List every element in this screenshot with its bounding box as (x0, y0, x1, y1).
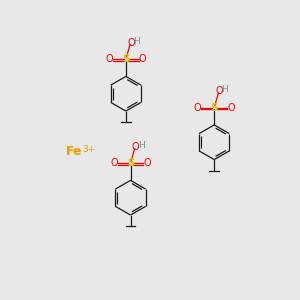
Text: O: O (227, 103, 235, 112)
Text: H: H (138, 141, 145, 150)
Text: O: O (143, 158, 151, 168)
Text: S: S (127, 158, 134, 168)
Text: S: S (122, 54, 130, 64)
Text: H: H (133, 37, 140, 46)
Text: O: O (194, 103, 201, 112)
Text: O: O (132, 142, 140, 152)
Text: 3+: 3+ (82, 145, 95, 154)
Text: S: S (211, 103, 218, 112)
Text: O: O (110, 158, 118, 168)
Text: H: H (221, 85, 228, 94)
Text: O: O (215, 86, 223, 96)
Text: O: O (127, 38, 135, 48)
Text: Fe: Fe (65, 145, 82, 158)
Text: O: O (105, 54, 113, 64)
Text: O: O (139, 54, 146, 64)
